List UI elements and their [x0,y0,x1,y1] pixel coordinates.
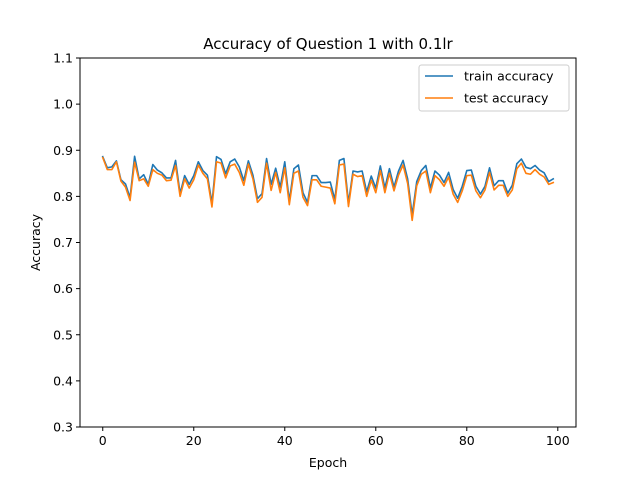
legend: train accuracy test accuracy [418,64,570,112]
x-tick-label: 60 [368,433,384,448]
y-tick-label: 0.4 [53,373,73,388]
y-tick-label: 0.3 [53,420,73,435]
x-axis-label: Epoch [309,455,347,470]
x-tick-label: 40 [277,433,293,448]
y-tick-label: 1.1 [53,51,73,66]
series-line-test-accuracy [101,156,555,222]
x-tick-label: 80 [459,433,475,448]
y-tick-label: 0.6 [53,281,73,296]
chart-title: Accuracy of Question 1 with 0.1lr [203,35,453,53]
y-axis-label: Accuracy [28,213,43,271]
y-tick-label: 0.5 [53,327,73,342]
plot-frame [79,57,577,428]
y-tick-label: 0.7 [53,235,73,250]
x-tick-label: 100 [546,433,570,448]
y-tick-label: 0.9 [53,143,73,158]
y-tick-label: 0.8 [53,189,73,204]
x-tick-label: 20 [186,433,202,448]
legend-label: test accuracy [464,91,549,106]
legend-label: train accuracy [464,69,554,84]
x-tick-label: 0 [99,433,107,448]
legend-box [418,64,570,112]
y-tick-label: 1.0 [53,97,73,112]
